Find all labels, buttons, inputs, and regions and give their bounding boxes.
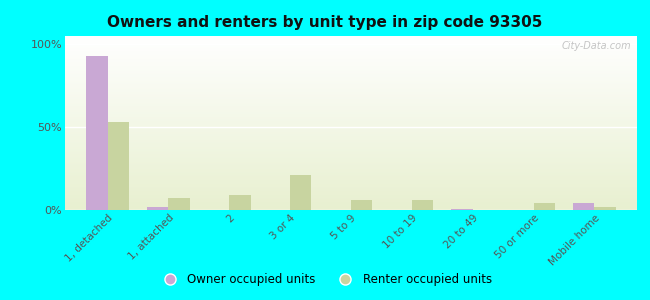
Bar (108, 122, 129, 210)
Bar (168, 198, 190, 210)
Text: City-Data.com: City-Data.com (562, 41, 631, 51)
Bar (351, 200, 372, 210)
Bar (594, 207, 616, 210)
Bar (534, 203, 555, 210)
Bar (147, 207, 168, 210)
Bar (451, 209, 473, 210)
Bar (290, 175, 311, 210)
Bar (573, 203, 594, 210)
Text: Owners and renters by unit type in zip code 93305: Owners and renters by unit type in zip c… (107, 15, 543, 30)
Bar (86, 56, 108, 210)
Bar (412, 200, 433, 210)
Legend: Owner occupied units, Renter occupied units: Owner occupied units, Renter occupied un… (153, 269, 497, 291)
Bar (229, 195, 251, 210)
